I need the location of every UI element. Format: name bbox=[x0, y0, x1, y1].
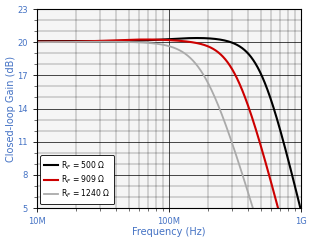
X-axis label: Frequency (Hz): Frequency (Hz) bbox=[132, 227, 205, 237]
R$_F$ = 909 Ω bbox=[35, 40, 38, 43]
Line: R$_F$ = 500 Ω: R$_F$ = 500 Ω bbox=[37, 38, 300, 209]
R$_F$ = 909 Ω bbox=[265, 166, 269, 169]
R$_F$ = 909 Ω bbox=[80, 40, 84, 43]
R$_F$ = 1240 Ω bbox=[80, 40, 84, 43]
R$_F$ = 909 Ω bbox=[148, 38, 151, 41]
R$_F$ = 500 Ω bbox=[65, 40, 69, 43]
Line: R$_F$ = 1240 Ω: R$_F$ = 1240 Ω bbox=[37, 42, 300, 243]
R$_F$ = 500 Ω bbox=[136, 39, 140, 42]
R$_F$ = 1240 Ω bbox=[148, 42, 151, 44]
Line: R$_F$ = 909 Ω: R$_F$ = 909 Ω bbox=[37, 40, 300, 243]
Legend: R$_F$ = 500 Ω, R$_F$ = 909 Ω, R$_F$ = 1240 Ω: R$_F$ = 500 Ω, R$_F$ = 909 Ω, R$_F$ = 12… bbox=[41, 155, 114, 204]
R$_F$ = 1240 Ω bbox=[35, 41, 38, 44]
R$_F$ = 500 Ω bbox=[294, 187, 297, 190]
R$_F$ = 500 Ω bbox=[195, 36, 199, 39]
R$_F$ = 500 Ω bbox=[147, 39, 151, 42]
R$_F$ = 1240 Ω bbox=[65, 41, 69, 43]
R$_F$ = 500 Ω bbox=[80, 40, 84, 43]
R$_F$ = 909 Ω bbox=[65, 40, 69, 43]
Y-axis label: Closed-loop Gain (dB): Closed-loop Gain (dB) bbox=[6, 55, 16, 162]
R$_F$ = 500 Ω bbox=[35, 40, 38, 43]
R$_F$ = 1240 Ω bbox=[101, 40, 105, 43]
R$_F$ = 500 Ω bbox=[299, 208, 302, 210]
R$_F$ = 909 Ω bbox=[145, 38, 149, 41]
R$_F$ = 500 Ω bbox=[265, 87, 269, 90]
R$_F$ = 909 Ω bbox=[136, 38, 140, 41]
R$_F$ = 1240 Ω bbox=[136, 41, 140, 44]
